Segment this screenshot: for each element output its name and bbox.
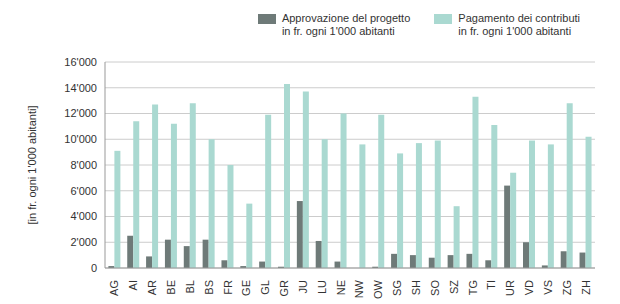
svg-text:4'000: 4'000 — [70, 210, 97, 222]
svg-text:AI: AI — [127, 280, 139, 290]
svg-text:[in fr. ogni 1'000 abitanti]: [in fr. ogni 1'000 abitanti] — [26, 106, 38, 225]
svg-text:12'000: 12'000 — [64, 107, 97, 119]
html-text:in fr. ogni 1'000 abitanti: in fr. ogni 1'000 abitanti — [281, 25, 395, 37]
svg-text:UR: UR — [504, 280, 516, 296]
html-text:in fr. ogni 1'000 abitanti: in fr. ogni 1'000 abitanti — [458, 25, 572, 37]
svg-text:OW: OW — [372, 279, 384, 299]
svg-text:AG: AG — [108, 280, 120, 296]
svg-text:16'000: 16'000 — [64, 56, 97, 68]
svg-text:ZG: ZG — [561, 280, 573, 295]
svg-text:FR: FR — [222, 280, 234, 295]
svg-text:6'000: 6'000 — [70, 185, 97, 197]
svg-text:BE: BE — [165, 280, 177, 295]
svg-text:2'000: 2'000 — [70, 236, 97, 248]
svg-text:ZH: ZH — [580, 280, 592, 295]
svg-text:SH: SH — [410, 280, 422, 295]
svg-text:JU: JU — [297, 280, 309, 294]
svg-text:SO: SO — [429, 280, 441, 296]
svg-text:NW: NW — [353, 279, 365, 298]
svg-text:BL: BL — [184, 280, 196, 293]
svg-text:LU: LU — [316, 280, 328, 294]
svg-text:BS: BS — [203, 280, 215, 295]
svg-text:14'000: 14'000 — [64, 82, 97, 94]
svg-text:NE: NE — [335, 280, 347, 295]
svg-text:10'000: 10'000 — [64, 133, 97, 145]
html-text:Approvazione del progetto: Approvazione del progetto — [281, 12, 411, 24]
svg-text:GR: GR — [278, 280, 290, 297]
svg-text:GE: GE — [240, 280, 252, 296]
svg-text:TG: TG — [467, 280, 479, 295]
svg-text:SZ: SZ — [448, 280, 460, 294]
html-text:Pagamento dei contributi: Pagamento dei contributi — [458, 12, 580, 24]
svg-text:VD: VD — [523, 280, 535, 295]
svg-text:0: 0 — [91, 262, 97, 274]
svg-text:8'000: 8'000 — [70, 159, 97, 171]
svg-text:SG: SG — [391, 280, 403, 296]
svg-text:VS: VS — [542, 280, 554, 295]
svg-text:GL: GL — [259, 280, 271, 295]
svg-text:TI: TI — [485, 280, 497, 290]
svg-text:AR: AR — [146, 280, 158, 295]
